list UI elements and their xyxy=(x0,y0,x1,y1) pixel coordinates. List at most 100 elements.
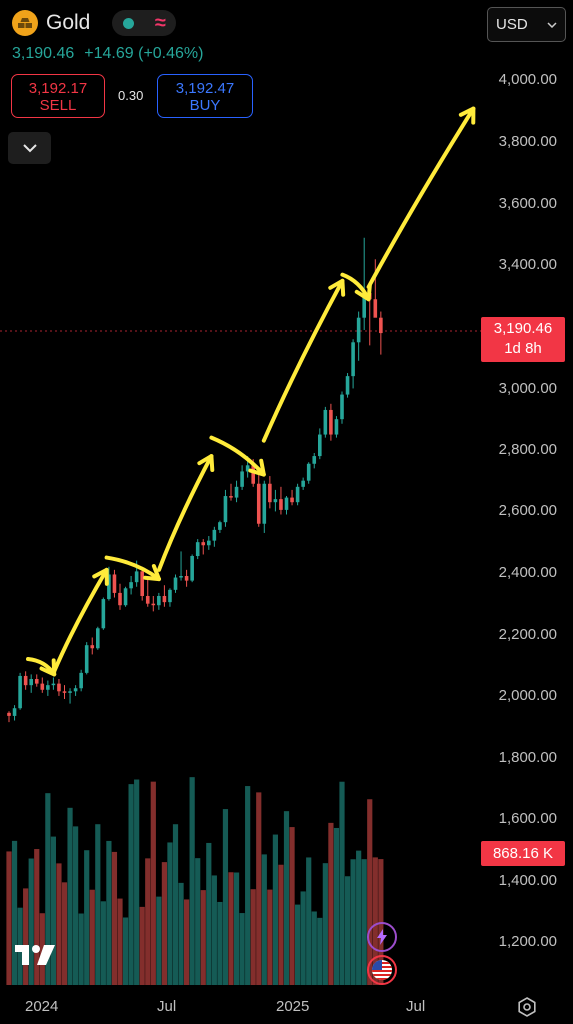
volume-bars xyxy=(6,777,384,985)
sell-label: SELL xyxy=(39,97,77,114)
candle-body xyxy=(84,645,89,673)
candle-body xyxy=(301,480,305,487)
candle-body xyxy=(179,576,183,578)
buy-label: BUY xyxy=(189,97,221,114)
trend-arrow xyxy=(209,435,266,477)
trend-arrow-head xyxy=(458,106,476,125)
time-axis-label: 2025 xyxy=(276,998,310,1015)
volume-bar xyxy=(200,890,206,985)
candle-body xyxy=(268,483,272,503)
currency-selector[interactable]: USD xyxy=(487,7,566,42)
candle-body xyxy=(262,483,267,524)
trend-arrow xyxy=(366,106,476,289)
candle-body xyxy=(245,465,250,472)
price-axis-label: 2,200.00 xyxy=(498,626,557,643)
price-axis-label: 1,800.00 xyxy=(498,749,557,766)
candle-body xyxy=(212,529,217,541)
volume-bar xyxy=(272,834,278,985)
volume-bar xyxy=(233,872,240,985)
buy-button[interactable]: 3,192.47 BUY xyxy=(157,74,253,118)
candle-body xyxy=(201,542,206,546)
volume-bar xyxy=(361,859,367,985)
expand-button[interactable] xyxy=(8,132,51,164)
volume-bar xyxy=(300,891,306,985)
gold-bars-icon xyxy=(12,10,38,36)
settings-gear-icon[interactable] xyxy=(515,995,539,1024)
volume-bar xyxy=(161,862,167,985)
price-axis-label: 2,800.00 xyxy=(498,441,557,458)
chevron-down-icon xyxy=(22,144,37,153)
volume-bar xyxy=(261,854,267,985)
candle-body xyxy=(329,409,333,435)
volume-bar xyxy=(122,917,129,985)
candle-body xyxy=(18,675,22,709)
symbol-header[interactable]: Gold ≈ xyxy=(12,10,177,36)
price-axis-label: 1,400.00 xyxy=(498,872,557,889)
volume-bar xyxy=(245,786,251,985)
time-axis-label: Jul xyxy=(157,998,177,1015)
candle-body xyxy=(290,497,294,503)
candle-body xyxy=(123,588,128,606)
volume-bar xyxy=(356,850,362,985)
volume-bar xyxy=(128,784,134,985)
symbol-name: Gold xyxy=(46,11,91,34)
volume-bar xyxy=(228,872,234,985)
currency-value: USD xyxy=(496,16,528,33)
volume-bar xyxy=(23,888,29,985)
volume-bar xyxy=(328,822,334,985)
volume-bar xyxy=(283,811,290,985)
trend-arrow xyxy=(52,567,109,674)
volume-bar xyxy=(167,842,173,985)
candle-body xyxy=(273,499,278,503)
volume-bar xyxy=(267,889,273,985)
volume-bar xyxy=(56,863,62,985)
candle-body xyxy=(256,483,261,524)
volume-bar xyxy=(211,875,217,985)
volume-bar xyxy=(156,896,162,985)
volume-bar xyxy=(372,857,378,985)
candle-body xyxy=(318,434,322,457)
chevron-down-icon xyxy=(547,21,557,28)
volume-bar xyxy=(289,827,295,985)
trend-arrow xyxy=(261,278,345,443)
candle-body xyxy=(118,592,122,606)
candle-body xyxy=(312,456,317,464)
volume-bar xyxy=(350,859,356,985)
volume-bar xyxy=(217,901,223,985)
volume-bar xyxy=(61,882,68,985)
volume-bar xyxy=(333,827,340,985)
lightning-icon[interactable] xyxy=(367,922,397,952)
candle-body xyxy=(173,577,178,590)
candle-body xyxy=(12,708,17,716)
buy-price: 3,192.47 xyxy=(175,80,235,97)
volume-bar xyxy=(322,863,328,985)
candle-body xyxy=(195,542,200,557)
market-status-pill[interactable]: ≈ xyxy=(112,10,177,36)
candle-body xyxy=(184,576,189,581)
candle-body xyxy=(129,582,133,589)
current-price-tag: 3,190.46 1d 8h xyxy=(481,317,565,362)
volume-tag: 868.16 K xyxy=(481,841,565,866)
volume-bar xyxy=(134,779,140,985)
volume-bar xyxy=(206,842,212,985)
volume-bar xyxy=(344,876,351,985)
candle-body xyxy=(57,683,61,692)
candle-body xyxy=(362,293,366,318)
price-axis-label: 4,000.00 xyxy=(498,71,557,88)
trend-arrow-head xyxy=(328,278,346,297)
candle-body xyxy=(29,679,33,686)
volume-bar xyxy=(145,858,151,985)
candle-body xyxy=(134,571,139,583)
sell-button[interactable]: 3,192.17 SELL xyxy=(11,74,105,118)
tradingview-logo[interactable] xyxy=(15,943,59,972)
candle-body xyxy=(190,556,194,581)
candle-body xyxy=(334,419,339,435)
volume-bar xyxy=(178,882,184,985)
candle-body xyxy=(223,496,228,523)
volume-bar xyxy=(317,917,323,985)
price-axis-label: 2,600.00 xyxy=(498,502,557,519)
candle-body xyxy=(340,394,344,420)
volume-bar xyxy=(189,777,195,985)
us-flag-icon[interactable] xyxy=(367,955,397,985)
